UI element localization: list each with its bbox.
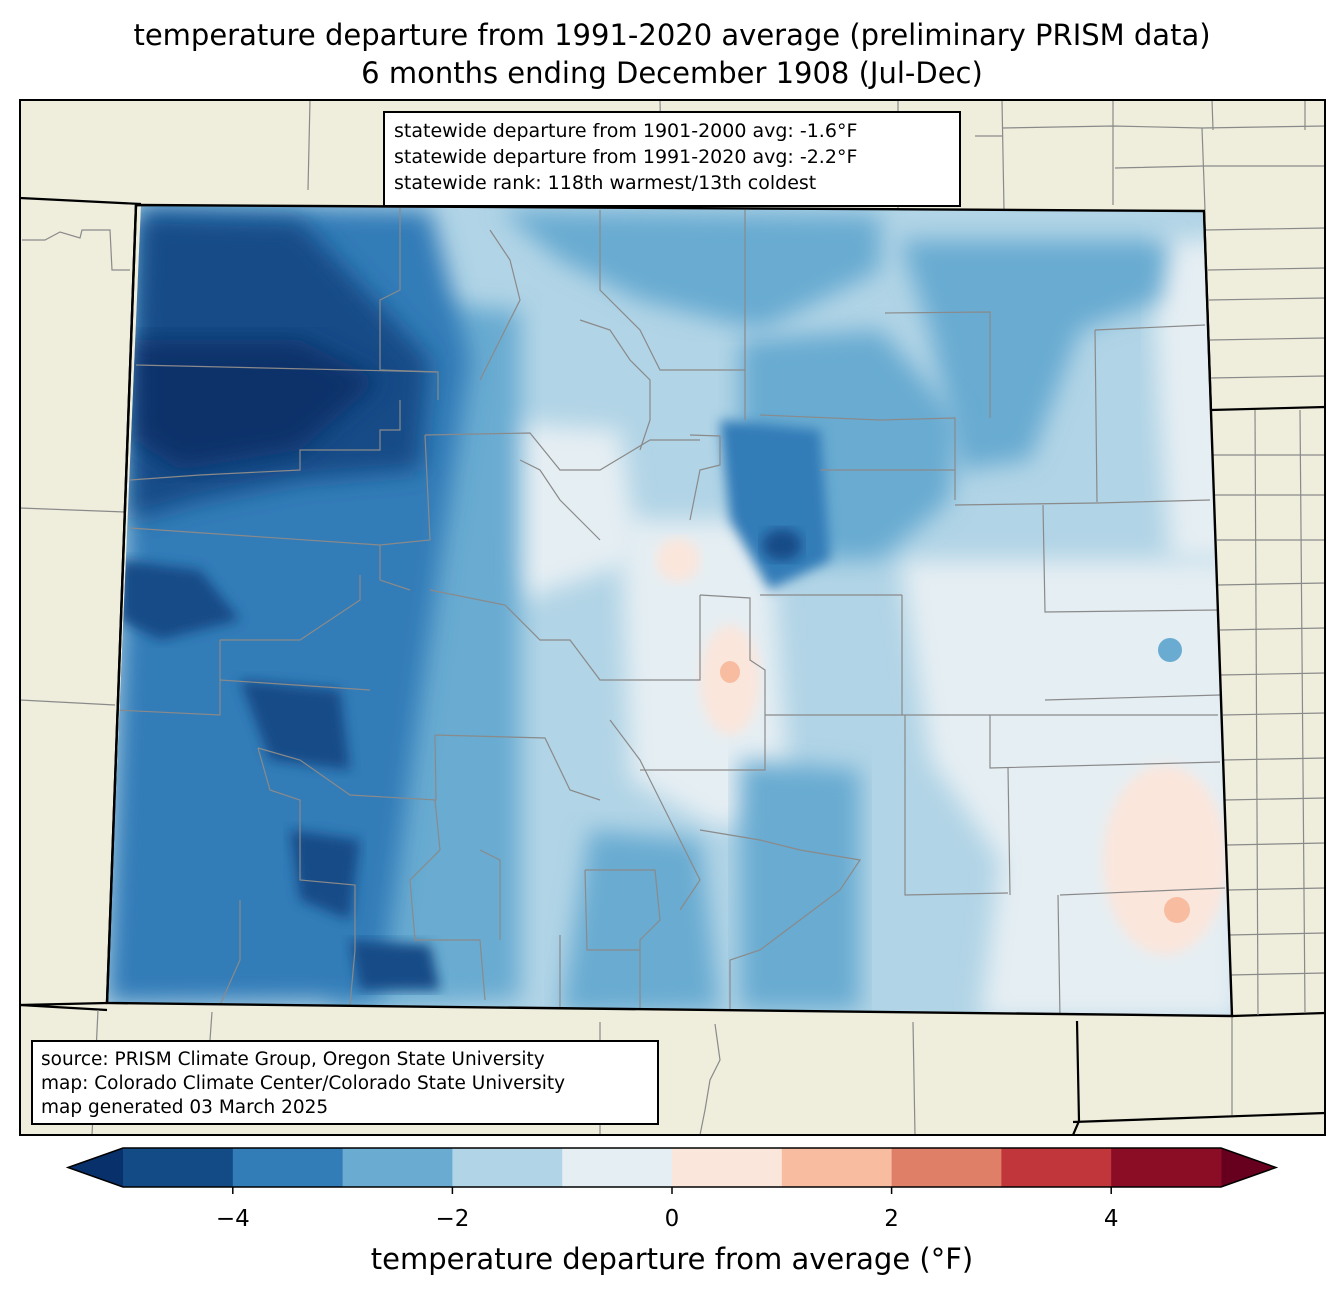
statewide-stats-box: statewide departure from 1901-2000 avg: … [383,111,961,207]
colorbar-outline [65,1147,1279,1188]
colorbar-tick-label: −2 [435,1206,470,1232]
temperature-field [107,205,1232,1016]
stats-rank: statewide rank: 118th warmest/13th colde… [394,172,817,194]
colorbar-bin [781,1148,893,1187]
generated-date-line: map generated 03 March 2025 [41,1097,329,1118]
source-box: source: PRISM Climate Group, Oregon Stat… [31,1040,659,1125]
colorbar-tick-label: 2 [884,1206,899,1232]
map-subtitle: 6 months ending December 1908 (Jul-Dec) [361,56,983,90]
colorbar-tick-label: 0 [664,1206,680,1232]
map-title: temperature departure from 1991-2020 ave… [133,18,1211,52]
colorbar-label: temperature departure from average (°F) [370,1242,974,1276]
colorbar-bin [562,1148,673,1187]
colorbar-bin [1001,1148,1112,1187]
source-line: source: PRISM Climate Group, Oregon Stat… [41,1049,545,1070]
colorbar-tick-label: −4 [215,1206,250,1232]
surrounding-states [20,100,1325,1135]
colorbar-bin [891,1148,1002,1187]
map-frame [19,99,1326,1136]
colorbar-bin [1111,1148,1222,1187]
county-boundaries [114,207,1226,1016]
colorbar-bin [232,1148,344,1187]
colorbar [65,1147,1279,1194]
colorbar-over-extension [1221,1148,1276,1187]
colorbar-bin [342,1148,453,1187]
colorbar-under-extension [68,1148,123,1187]
stats-departure-1991-2020: statewide departure from 1991-2020 avg: … [394,146,858,168]
map-credit-line: map: Colorado Climate Center/Colorado St… [41,1073,566,1094]
colorbar-tick-label: 4 [1103,1206,1119,1232]
stats-departure-1901-2000: statewide departure from 1901-2000 avg: … [394,120,858,142]
colorbar-bin [123,1148,234,1187]
colorbar-bin [452,1148,563,1187]
colorbar-bin [672,1148,783,1187]
